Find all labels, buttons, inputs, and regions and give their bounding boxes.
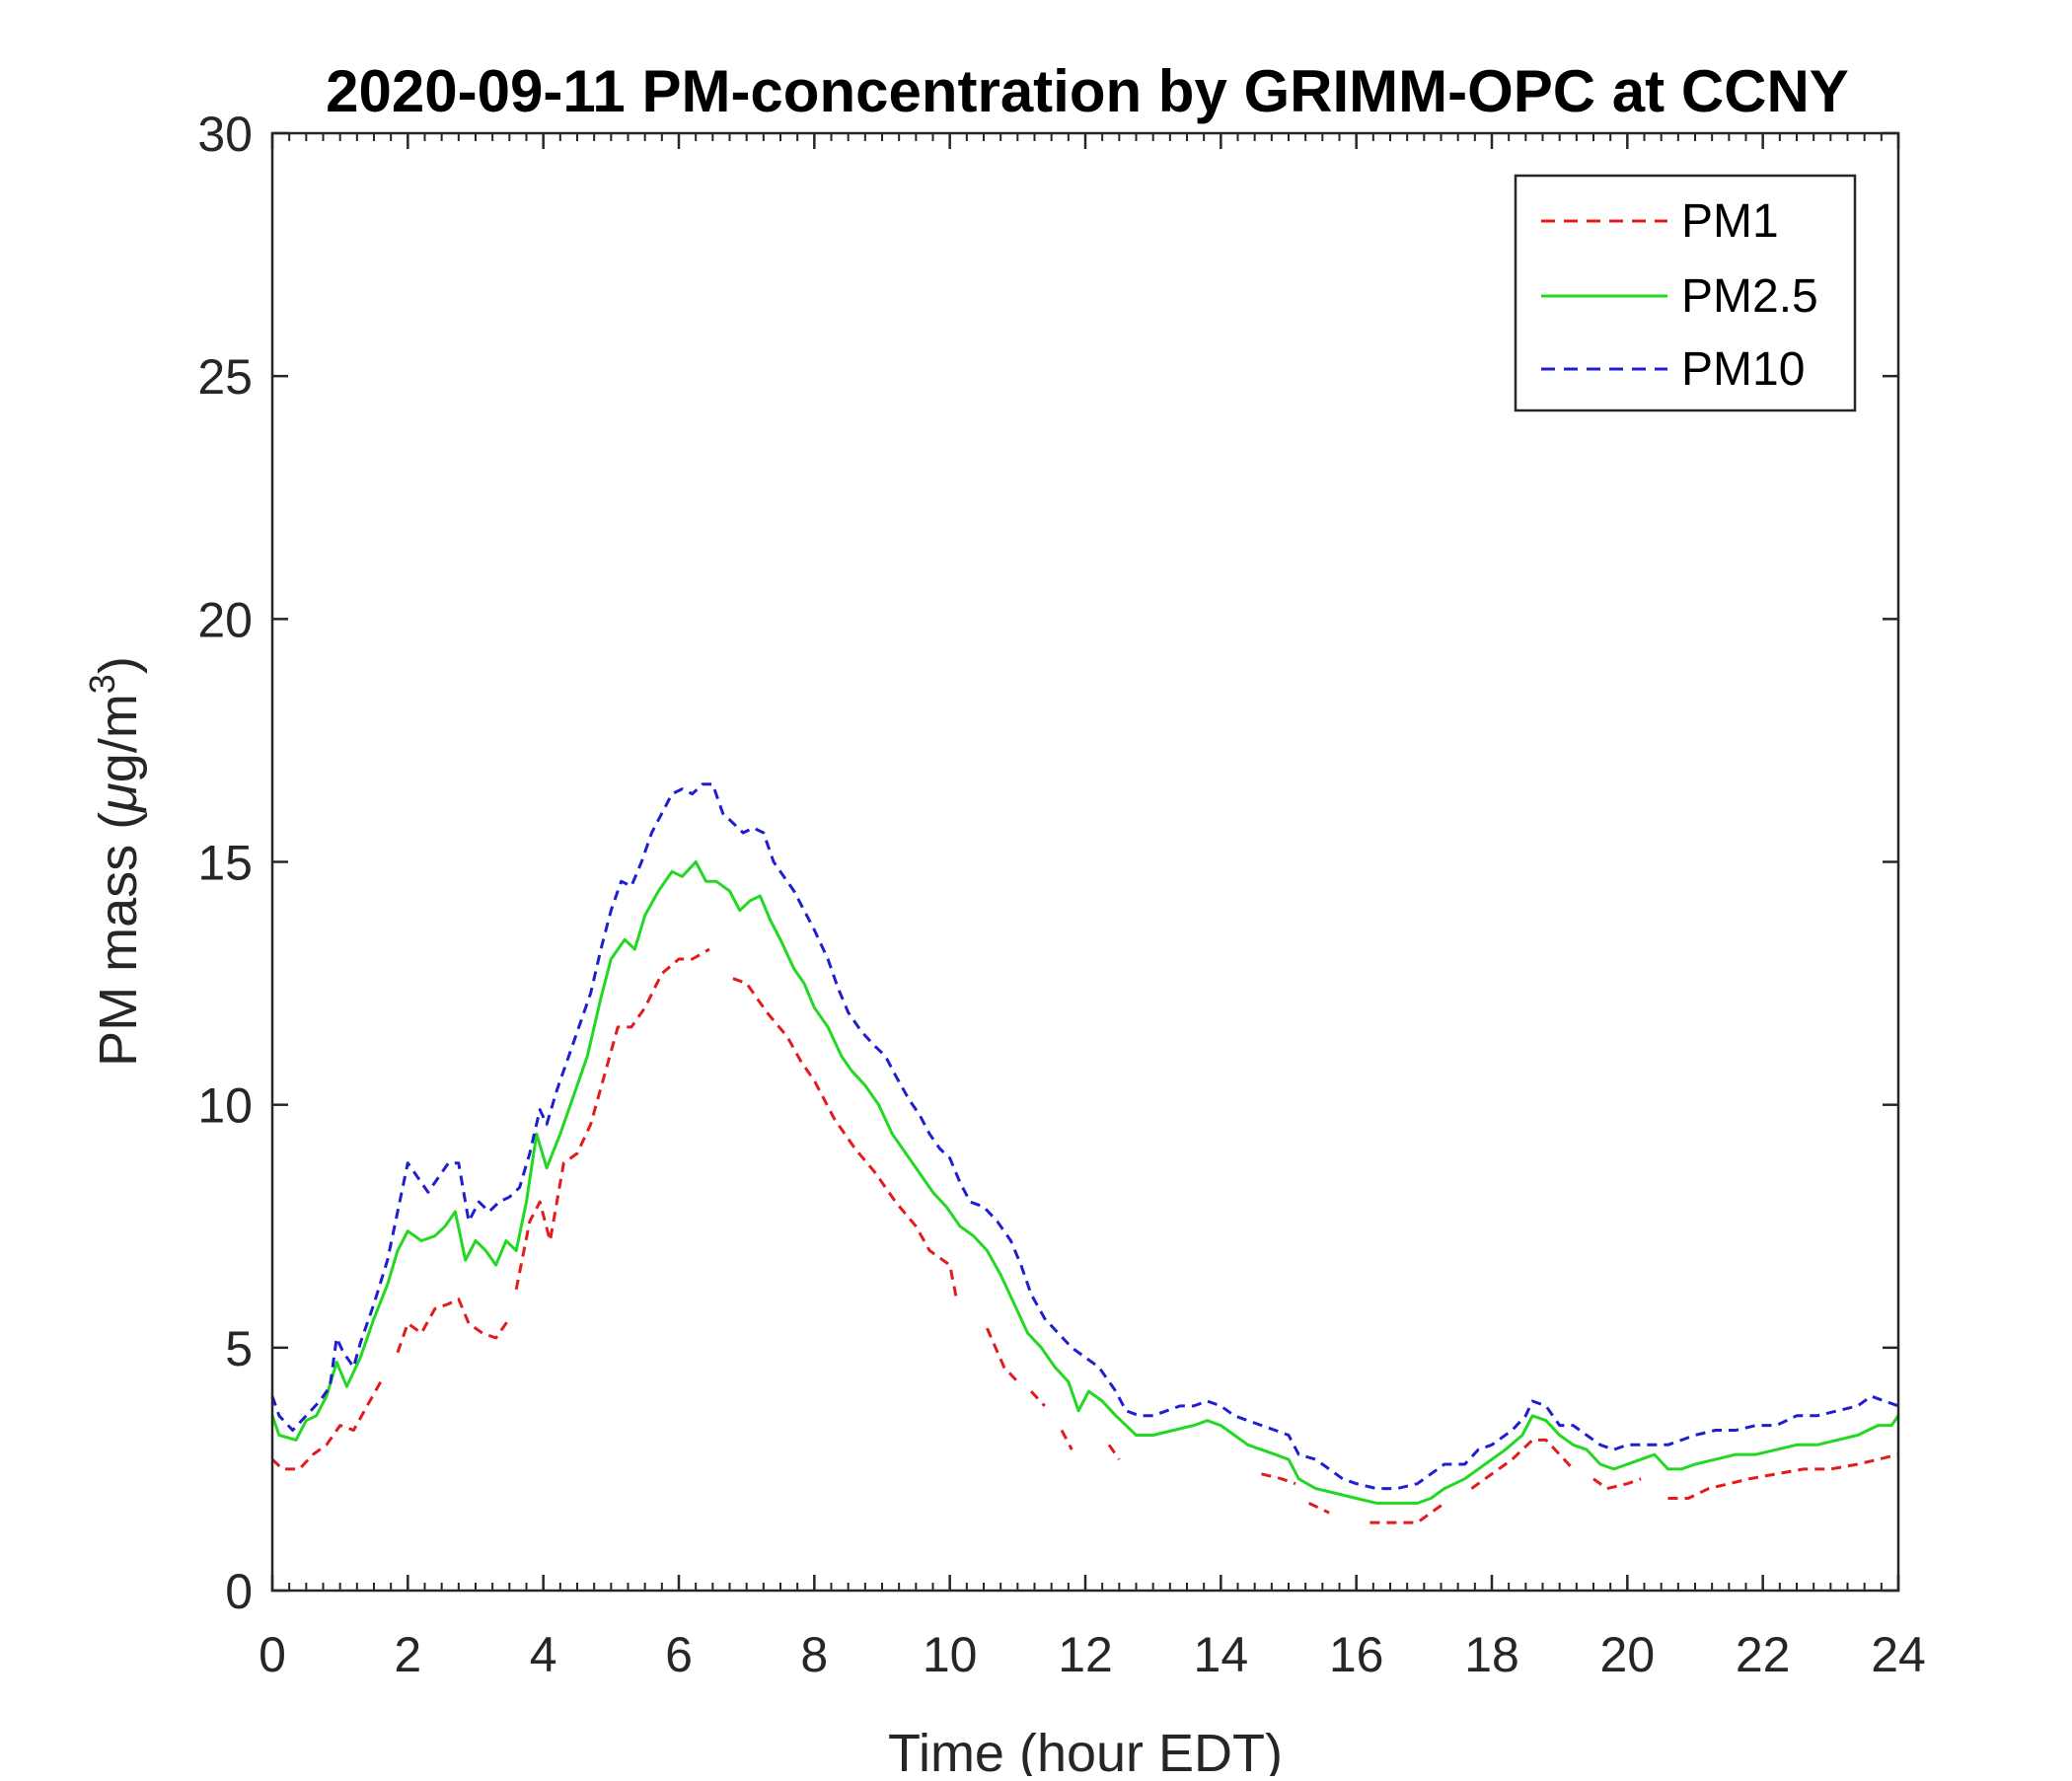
y-axis-label-main: PM mass ( [89, 812, 148, 1067]
series-pm1-line-13 [1667, 1452, 1899, 1500]
legend-label-pm1: PM1 [1681, 195, 1779, 248]
series-pm1-line-6 [1060, 1429, 1073, 1450]
series-pm1-line-3 [732, 977, 958, 1299]
series-pm1-line-8 [1261, 1472, 1296, 1486]
y-tick-label: 5 [225, 1321, 253, 1376]
series-pm1-line-9 [1307, 1502, 1330, 1515]
x-tick-label: 0 [259, 1627, 286, 1682]
y-tick-label: 20 [197, 592, 253, 647]
legend-label-pm25: PM2.5 [1681, 270, 1818, 323]
y-tick-label: 10 [197, 1078, 253, 1134]
series-pm1-line-7 [1107, 1444, 1121, 1460]
series-pm1-line-12 [1592, 1477, 1642, 1491]
y-tick-label: 25 [197, 349, 253, 405]
series-pm10 [270, 782, 1899, 1491]
x-tick-label: 4 [530, 1627, 557, 1682]
series-pm25-line-0 [270, 860, 1900, 1505]
y-tick-label: 15 [197, 836, 253, 891]
y-axis-label-close: ) [89, 656, 148, 674]
y-axis-label-unit: g/m [89, 694, 148, 782]
x-tick-label: 6 [665, 1627, 693, 1682]
x-tick-label: 10 [923, 1627, 978, 1682]
legend: PM1 PM2.5 PM10 [1514, 174, 1857, 412]
x-tick-label: 16 [1329, 1627, 1384, 1682]
x-tick-label: 2 [394, 1627, 421, 1682]
series-layer [270, 782, 1900, 1524]
y-axis-label-mu: μ [89, 782, 148, 814]
legend-label-pm10: PM10 [1681, 343, 1805, 396]
chart-title: 2020-09-11 PM-concentration by GRIMM-OPC… [326, 58, 1849, 124]
series-pm1-line-2 [514, 947, 710, 1291]
series-pm1-line-10 [1369, 1502, 1445, 1524]
x-tick-label: 14 [1194, 1627, 1249, 1682]
series-pm10-line-0 [270, 782, 1899, 1491]
x-axis-label: Time (hour EDT) [888, 1724, 1283, 1776]
series-pm1-line-4 [986, 1327, 1019, 1383]
series-pm25 [270, 860, 1900, 1505]
legend-box [1514, 174, 1857, 412]
x-tick-label: 22 [1736, 1627, 1791, 1682]
x-tick-label: 24 [1871, 1627, 1926, 1682]
y-tick-label: 30 [197, 107, 253, 162]
x-tick-label: 18 [1464, 1627, 1519, 1682]
series-pm1-line-0 [270, 1380, 383, 1471]
y-axis-label-sup: 3 [82, 674, 122, 694]
x-tick-label: 20 [1600, 1627, 1656, 1682]
x-tick-label: 12 [1058, 1627, 1113, 1682]
series-pm1 [270, 947, 1899, 1524]
y-axis-label: PM mass (μg/m3) [82, 656, 148, 1067]
y-tick-label: 0 [225, 1564, 253, 1619]
series-pm1-line-1 [396, 1298, 511, 1354]
series-pm1-line-11 [1470, 1438, 1575, 1490]
series-pm1-line-5 [1029, 1390, 1046, 1407]
tick-layer [270, 131, 1900, 1593]
x-tick-label: 8 [800, 1627, 828, 1682]
